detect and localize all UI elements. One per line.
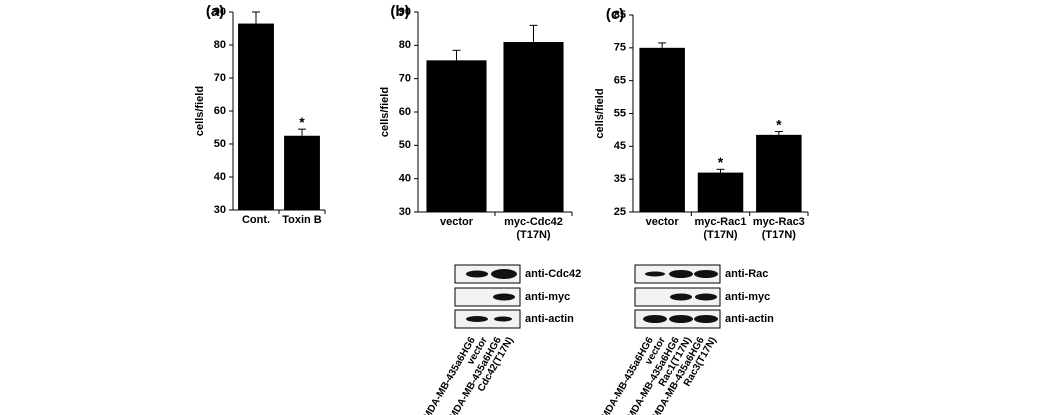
x-tick-label: myc-Rac3 [753,216,805,228]
x-tick-label: vector [440,216,474,228]
blot-row-label: anti-Cdc42 [525,268,581,280]
x-tick-label: Toxin B [282,214,322,226]
x-tick-label: Cont. [242,214,270,226]
x-tick-label: (T17N) [516,229,551,241]
y-axis-label: cells/field [594,88,606,138]
blot-a [454,264,521,329]
y-tick-label: 25 [614,206,626,218]
band [494,316,512,322]
panel-label: (c) [606,6,624,23]
bar [426,60,487,213]
y-axis-label: cells/field [194,86,206,136]
y-tick-label: 40 [399,173,411,185]
blot-row-label: anti-actin [725,313,774,325]
y-axis-label: cells/field [379,87,391,137]
lane-label: MDA-MB-435a6HG6 [422,335,478,415]
x-tick-label: myc-Cdc42 [504,216,563,228]
significance-mark: * [299,114,305,130]
bar [639,47,685,213]
blot-row-label: anti-Rac [725,268,768,280]
y-tick-label: 40 [214,171,226,183]
band [493,293,515,301]
bar [503,42,564,212]
y-tick-label: 45 [614,140,626,152]
y-tick-label: 70 [214,72,226,84]
lane-label: MDA-MB-435a6HG6 [600,335,656,415]
y-tick-label: 90 [399,6,411,18]
y-tick-label: 50 [399,139,411,151]
significance-mark: * [776,116,782,132]
blot-box [454,287,521,307]
band [669,315,693,323]
x-tick-label: myc-Rac1 [695,216,747,228]
y-tick-label: 50 [214,138,226,150]
y-tick-label: 30 [214,204,226,216]
y-tick-label: 80 [399,39,411,51]
bar [756,134,802,212]
band [466,270,488,278]
x-tick-label: (T17N) [762,229,797,241]
x-tick-label: vector [646,216,680,228]
panel-label: (a) [206,3,224,20]
blot-b [634,264,721,329]
x-tick-label: (T17N) [703,229,738,241]
y-tick-label: 70 [399,73,411,85]
y-tick-label: 60 [399,106,411,118]
y-tick-label: 55 [614,107,626,119]
band [643,315,667,323]
significance-mark: * [718,154,724,170]
bar [697,172,744,212]
y-tick-label: 90 [214,6,226,18]
band [645,271,665,277]
panel-label: (b) [390,3,409,20]
bar [284,135,320,210]
y-tick-label: 75 [614,42,626,54]
band [670,293,692,301]
band [491,269,517,279]
blot-row-label: anti-myc [525,291,570,303]
blot-row-label: anti-actin [525,313,574,325]
y-tick-label: 80 [214,39,226,51]
band [669,270,693,278]
y-tick-label: 30 [399,206,411,218]
y-tick-label: 85 [614,9,626,21]
y-tick-label: 35 [614,173,626,185]
y-tick-label: 65 [614,75,626,87]
bar [238,23,274,210]
band [695,293,717,301]
y-tick-label: 60 [214,105,226,117]
band [694,270,718,278]
band [694,315,718,323]
blot-row-label: anti-myc [725,291,770,303]
band [466,316,488,322]
